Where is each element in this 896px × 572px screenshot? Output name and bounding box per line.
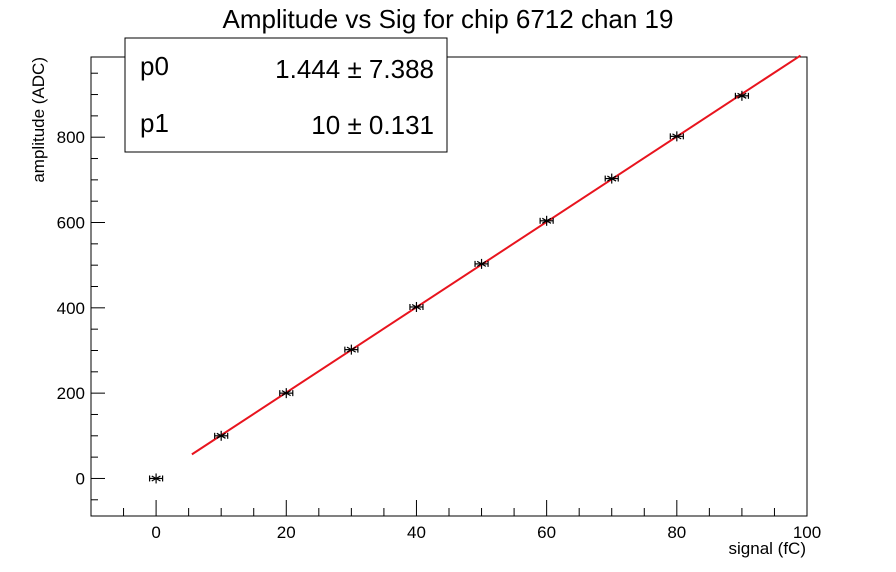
data-point [734, 90, 750, 101]
stats-box-frame [124, 37, 448, 153]
x-tick-label: 40 [407, 523, 426, 542]
fit-parameters-box: p0 1.444 ± 7.388 p1 10 ± 0.131 [124, 37, 448, 153]
x-tick-label: 60 [537, 523, 556, 542]
chart-title: Amplitude vs Sig for chip 6712 chan 19 [223, 4, 674, 34]
x-axis-label: signal (fC) [729, 539, 806, 558]
stat-name-p0: p0 [140, 51, 169, 81]
x-tick-label: 100 [793, 523, 821, 542]
y-tick-label: 400 [57, 299, 85, 318]
x-tick-label: 20 [277, 523, 296, 542]
data-point [409, 301, 424, 312]
y-tick-label: 600 [57, 214, 85, 233]
stat-value-p1: 10 ± 0.131 [311, 110, 434, 140]
y-tick-label: 0 [76, 469, 85, 488]
x-tick-label: 80 [667, 523, 686, 542]
data-point [344, 344, 359, 355]
y-tick-label: 800 [57, 128, 85, 147]
data-points [148, 90, 750, 484]
data-point [148, 473, 164, 484]
data-point [539, 215, 554, 226]
data-point [214, 430, 229, 441]
x-axis: 0 20 40 60 80 100 [90, 500, 821, 542]
x-tick-label: 0 [151, 523, 160, 542]
y-axis-label: amplitude (ADC) [29, 57, 48, 183]
stat-name-p1: p1 [140, 108, 169, 138]
y-tick-label: 200 [57, 384, 85, 403]
fit-line [191, 54, 802, 456]
data-point [279, 388, 294, 399]
data-point [604, 173, 619, 184]
data-point [474, 258, 489, 269]
stat-value-p0: 1.444 ± 7.388 [275, 54, 434, 84]
data-point [669, 131, 684, 142]
y-axis: 0 200 400 600 800 [57, 72, 105, 501]
